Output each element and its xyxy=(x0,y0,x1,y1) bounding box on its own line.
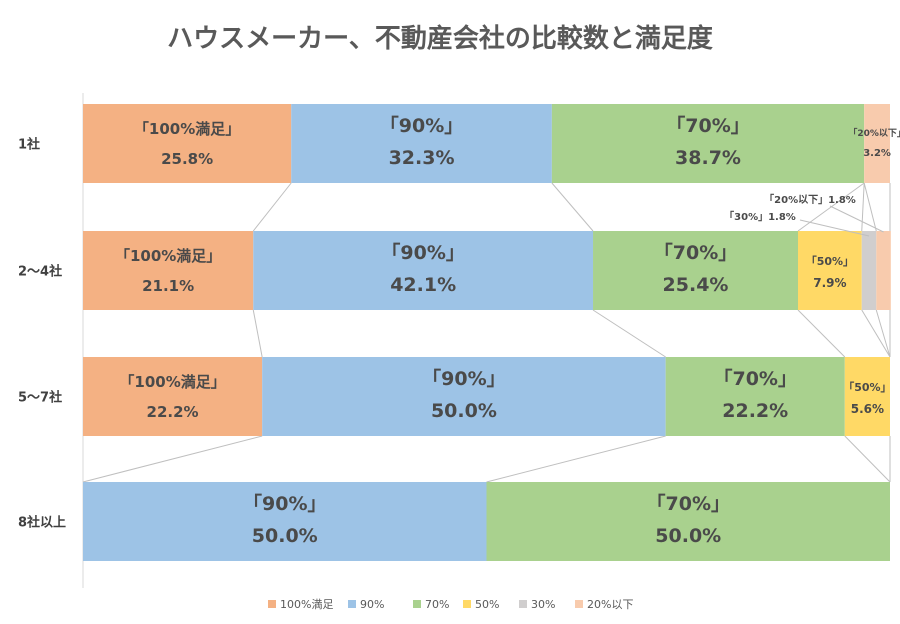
legend-label: 70% xyxy=(425,598,449,611)
bar-segment xyxy=(844,357,890,436)
segment-value-label: 22.2% xyxy=(722,400,788,422)
legend-label: 90% xyxy=(360,598,384,611)
segment-series-label: 「70%」 xyxy=(713,367,796,390)
segment-series-label: 「70%」 xyxy=(666,114,749,137)
legend-label: 100%満足 xyxy=(280,598,333,611)
connector-line xyxy=(861,182,865,232)
bar-segment xyxy=(861,231,877,310)
connector-line xyxy=(551,182,594,232)
connector-line xyxy=(82,435,263,483)
connector-line xyxy=(797,309,846,358)
bar-segment xyxy=(486,482,890,561)
segment-series-label: 「90%」 xyxy=(422,367,505,390)
segment-value-label: 25.8% xyxy=(161,150,213,168)
segment-value-label: 50.0% xyxy=(431,400,497,422)
connector-line xyxy=(863,182,877,232)
segment-series-label: 「90%」 xyxy=(380,114,463,137)
connector-lines xyxy=(82,182,891,483)
callout-labels: 「20%以下」1.8% 「30%」1.8% xyxy=(724,193,884,237)
segment-series-label: 「100%満足」 xyxy=(115,247,221,265)
bar-segment xyxy=(665,357,845,436)
segment-value-label: 21.1% xyxy=(142,277,194,295)
connector-line xyxy=(252,182,292,232)
segment-value-label: 38.7% xyxy=(675,147,741,169)
bar-segment xyxy=(291,104,552,183)
connector-line xyxy=(844,435,891,483)
bar-segment xyxy=(83,482,487,561)
category-label: 5～7社 xyxy=(18,390,62,406)
bar-segment xyxy=(83,104,292,183)
segment-series-label: 「50%」 xyxy=(806,254,854,268)
callout-leader xyxy=(799,219,870,237)
legend-swatch xyxy=(463,600,471,608)
legend-swatch xyxy=(348,600,356,608)
bar-segment xyxy=(864,104,890,183)
legend-label: 20%以下 xyxy=(587,598,633,611)
legend-swatch xyxy=(519,600,527,608)
segment-series-label: 「20%以下」 xyxy=(848,127,900,139)
category-label: 1社 xyxy=(18,137,40,153)
bar-segment xyxy=(83,357,263,436)
bar-segments xyxy=(83,104,891,561)
segment-series-label: 「70%」 xyxy=(647,492,730,515)
legend-swatch xyxy=(413,600,421,608)
connector-line xyxy=(592,309,666,358)
category-label: 2～4社 xyxy=(18,264,62,280)
segment-value-label: 42.1% xyxy=(390,274,456,296)
segment-value-label: 3.2% xyxy=(863,148,891,159)
connector-line xyxy=(861,309,891,358)
bar-segment xyxy=(876,231,891,310)
legend-label: 30% xyxy=(531,598,555,611)
segment-series-label: 「90%」 xyxy=(243,492,326,515)
bar-segment xyxy=(253,231,594,310)
connector-line xyxy=(875,309,891,358)
chart-title: ハウスメーカー、不動産会社の比較数と満足度 xyxy=(167,23,713,54)
segment-value-label: 32.3% xyxy=(389,147,455,169)
segment-series-label: 「100%満足」 xyxy=(134,120,240,138)
segment-value-label: 25.4% xyxy=(663,274,729,296)
callout-label: 「20%以下」1.8% xyxy=(764,193,856,206)
bar-segment xyxy=(551,104,865,183)
segment-series-label: 「100%満足」 xyxy=(119,373,225,391)
segment-value-label: 7.9% xyxy=(813,276,846,290)
callout-leader xyxy=(829,205,884,233)
segment-value-label: 50.0% xyxy=(252,525,318,547)
callout-label: 「30%」1.8% xyxy=(724,210,796,223)
bar-segment xyxy=(593,231,799,310)
legend: 100%満足 90% 70% 50% 30% 20%以下 xyxy=(268,598,633,611)
category-label: 8社以上 xyxy=(18,515,66,531)
segment-value-label: 5.6% xyxy=(851,402,884,416)
bar-segment xyxy=(798,231,862,310)
legend-swatch xyxy=(268,600,276,608)
segment-labels: 「100%満足」 25.8% 「90%」 32.3% 「70%」 38.7% 「20%以下」… xyxy=(115,114,900,547)
segment-value-label: 22.2% xyxy=(147,403,199,421)
segment-series-label: 「70%」 xyxy=(654,241,737,264)
connector-line xyxy=(252,309,263,358)
legend-label: 50% xyxy=(475,598,499,611)
bar-segment xyxy=(262,357,666,436)
segment-value-label: 50.0% xyxy=(655,525,721,547)
legend-swatch xyxy=(575,600,583,608)
segment-series-label: 「90%」 xyxy=(381,241,464,264)
bar-segment xyxy=(83,231,254,310)
segment-series-label: 「50%」 xyxy=(843,380,891,394)
category-labels: 1社 2～4社 5～7社 8社以上 xyxy=(18,137,66,531)
connector-line xyxy=(486,435,666,483)
